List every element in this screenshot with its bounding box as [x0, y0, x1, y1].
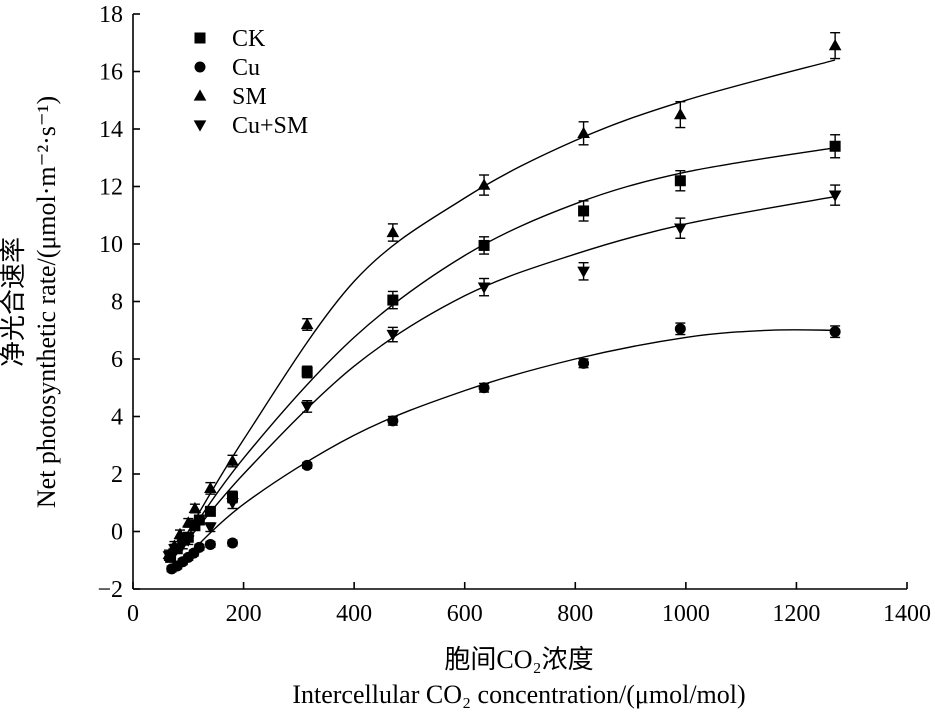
point-cu-sm — [188, 519, 202, 531]
y-tick-label: −2 — [97, 577, 123, 603]
point-cu-sm — [477, 282, 491, 294]
y-tick-label: 14 — [99, 117, 123, 143]
point-sm — [188, 501, 202, 514]
legend-marker-cu-sm — [193, 120, 207, 132]
fit-curve-ck — [171, 147, 836, 561]
x-tick-label: 600 — [447, 601, 483, 627]
legend-marker-cu — [194, 61, 206, 73]
point-ck — [478, 239, 490, 251]
y-tick-label: 6 — [111, 347, 123, 373]
point-ck — [387, 294, 399, 306]
y-tick-label: 2 — [111, 462, 123, 488]
y-tick-label: 10 — [99, 232, 123, 258]
legend-label-sm: SM — [232, 84, 267, 110]
point-cu — [829, 326, 841, 338]
point-ck — [578, 205, 590, 217]
point-sm — [181, 516, 195, 528]
legend-marker-sm — [193, 89, 207, 101]
point-sm — [204, 481, 217, 494]
point-cu-sm — [386, 329, 400, 342]
x-tick-label: 1200 — [772, 601, 820, 627]
point-sm — [828, 39, 842, 51]
point-cu-sm — [181, 535, 195, 547]
y-tick-label: 8 — [111, 290, 123, 316]
point-cu-sm — [674, 223, 687, 235]
x-tick-label: 800 — [557, 601, 593, 627]
point-sm — [577, 126, 590, 138]
point-cu — [227, 537, 239, 549]
x-tick-label: 200 — [226, 601, 262, 627]
y-tick-label: 18 — [99, 2, 123, 28]
point-cu-sm — [577, 266, 590, 278]
x-axis-title-en: Intercellular CO₂ concentration/(μmol/mo… — [292, 680, 745, 709]
x-tick-label: 1400 — [883, 601, 931, 627]
point-sm — [477, 178, 491, 190]
fit-curve-sm — [171, 59, 836, 561]
point-cu — [301, 459, 313, 471]
point-cu — [478, 382, 490, 394]
point-ck — [204, 505, 216, 517]
y-tick-label: 12 — [99, 175, 123, 201]
point-cu — [204, 538, 216, 550]
legend-label-cu-sm: Cu+SM — [232, 113, 308, 139]
x-tick-label: 0 — [127, 601, 139, 627]
point-cu-sm — [162, 551, 176, 563]
legend-label-ck: CK — [232, 26, 266, 52]
point-sm — [226, 454, 239, 466]
point-cu-sm — [300, 401, 314, 414]
point-cu-sm — [226, 498, 239, 510]
fit-curve-cu — [174, 329, 836, 570]
y-tick-label: 0 — [111, 520, 123, 546]
point-sm — [300, 317, 314, 330]
point-cu — [193, 541, 205, 553]
point-sm — [674, 108, 687, 120]
y-axis-title-en: Net photosynthetic rate/(μmol·m⁻²·s⁻¹) — [32, 96, 61, 508]
x-axis-title-cn: 胞间CO₂浓度 — [444, 645, 593, 674]
point-sm — [386, 225, 400, 238]
point-cu — [674, 323, 686, 335]
point-ck — [829, 140, 841, 152]
point-cu-sm — [204, 522, 217, 534]
y-tick-label: 4 — [111, 405, 123, 431]
point-cu — [578, 357, 590, 369]
point-cu-sm — [168, 544, 181, 556]
y-tick-label: 16 — [99, 60, 123, 86]
point-ck — [301, 366, 313, 378]
x-tick-label: 400 — [336, 601, 372, 627]
legend-marker-ck — [194, 32, 206, 44]
point-cu-sm — [176, 539, 190, 552]
y-axis-title-cn: 净光合速率 — [0, 237, 28, 367]
legend: CK Cu SM Cu+SM — [193, 26, 308, 139]
x-tick-label: 1000 — [662, 601, 710, 627]
point-ck — [674, 175, 686, 187]
point-cu-sm — [828, 190, 842, 202]
point-cu — [387, 415, 399, 427]
fit-curve-cu-sm — [171, 195, 836, 561]
legend-label-cu: Cu — [232, 55, 260, 81]
